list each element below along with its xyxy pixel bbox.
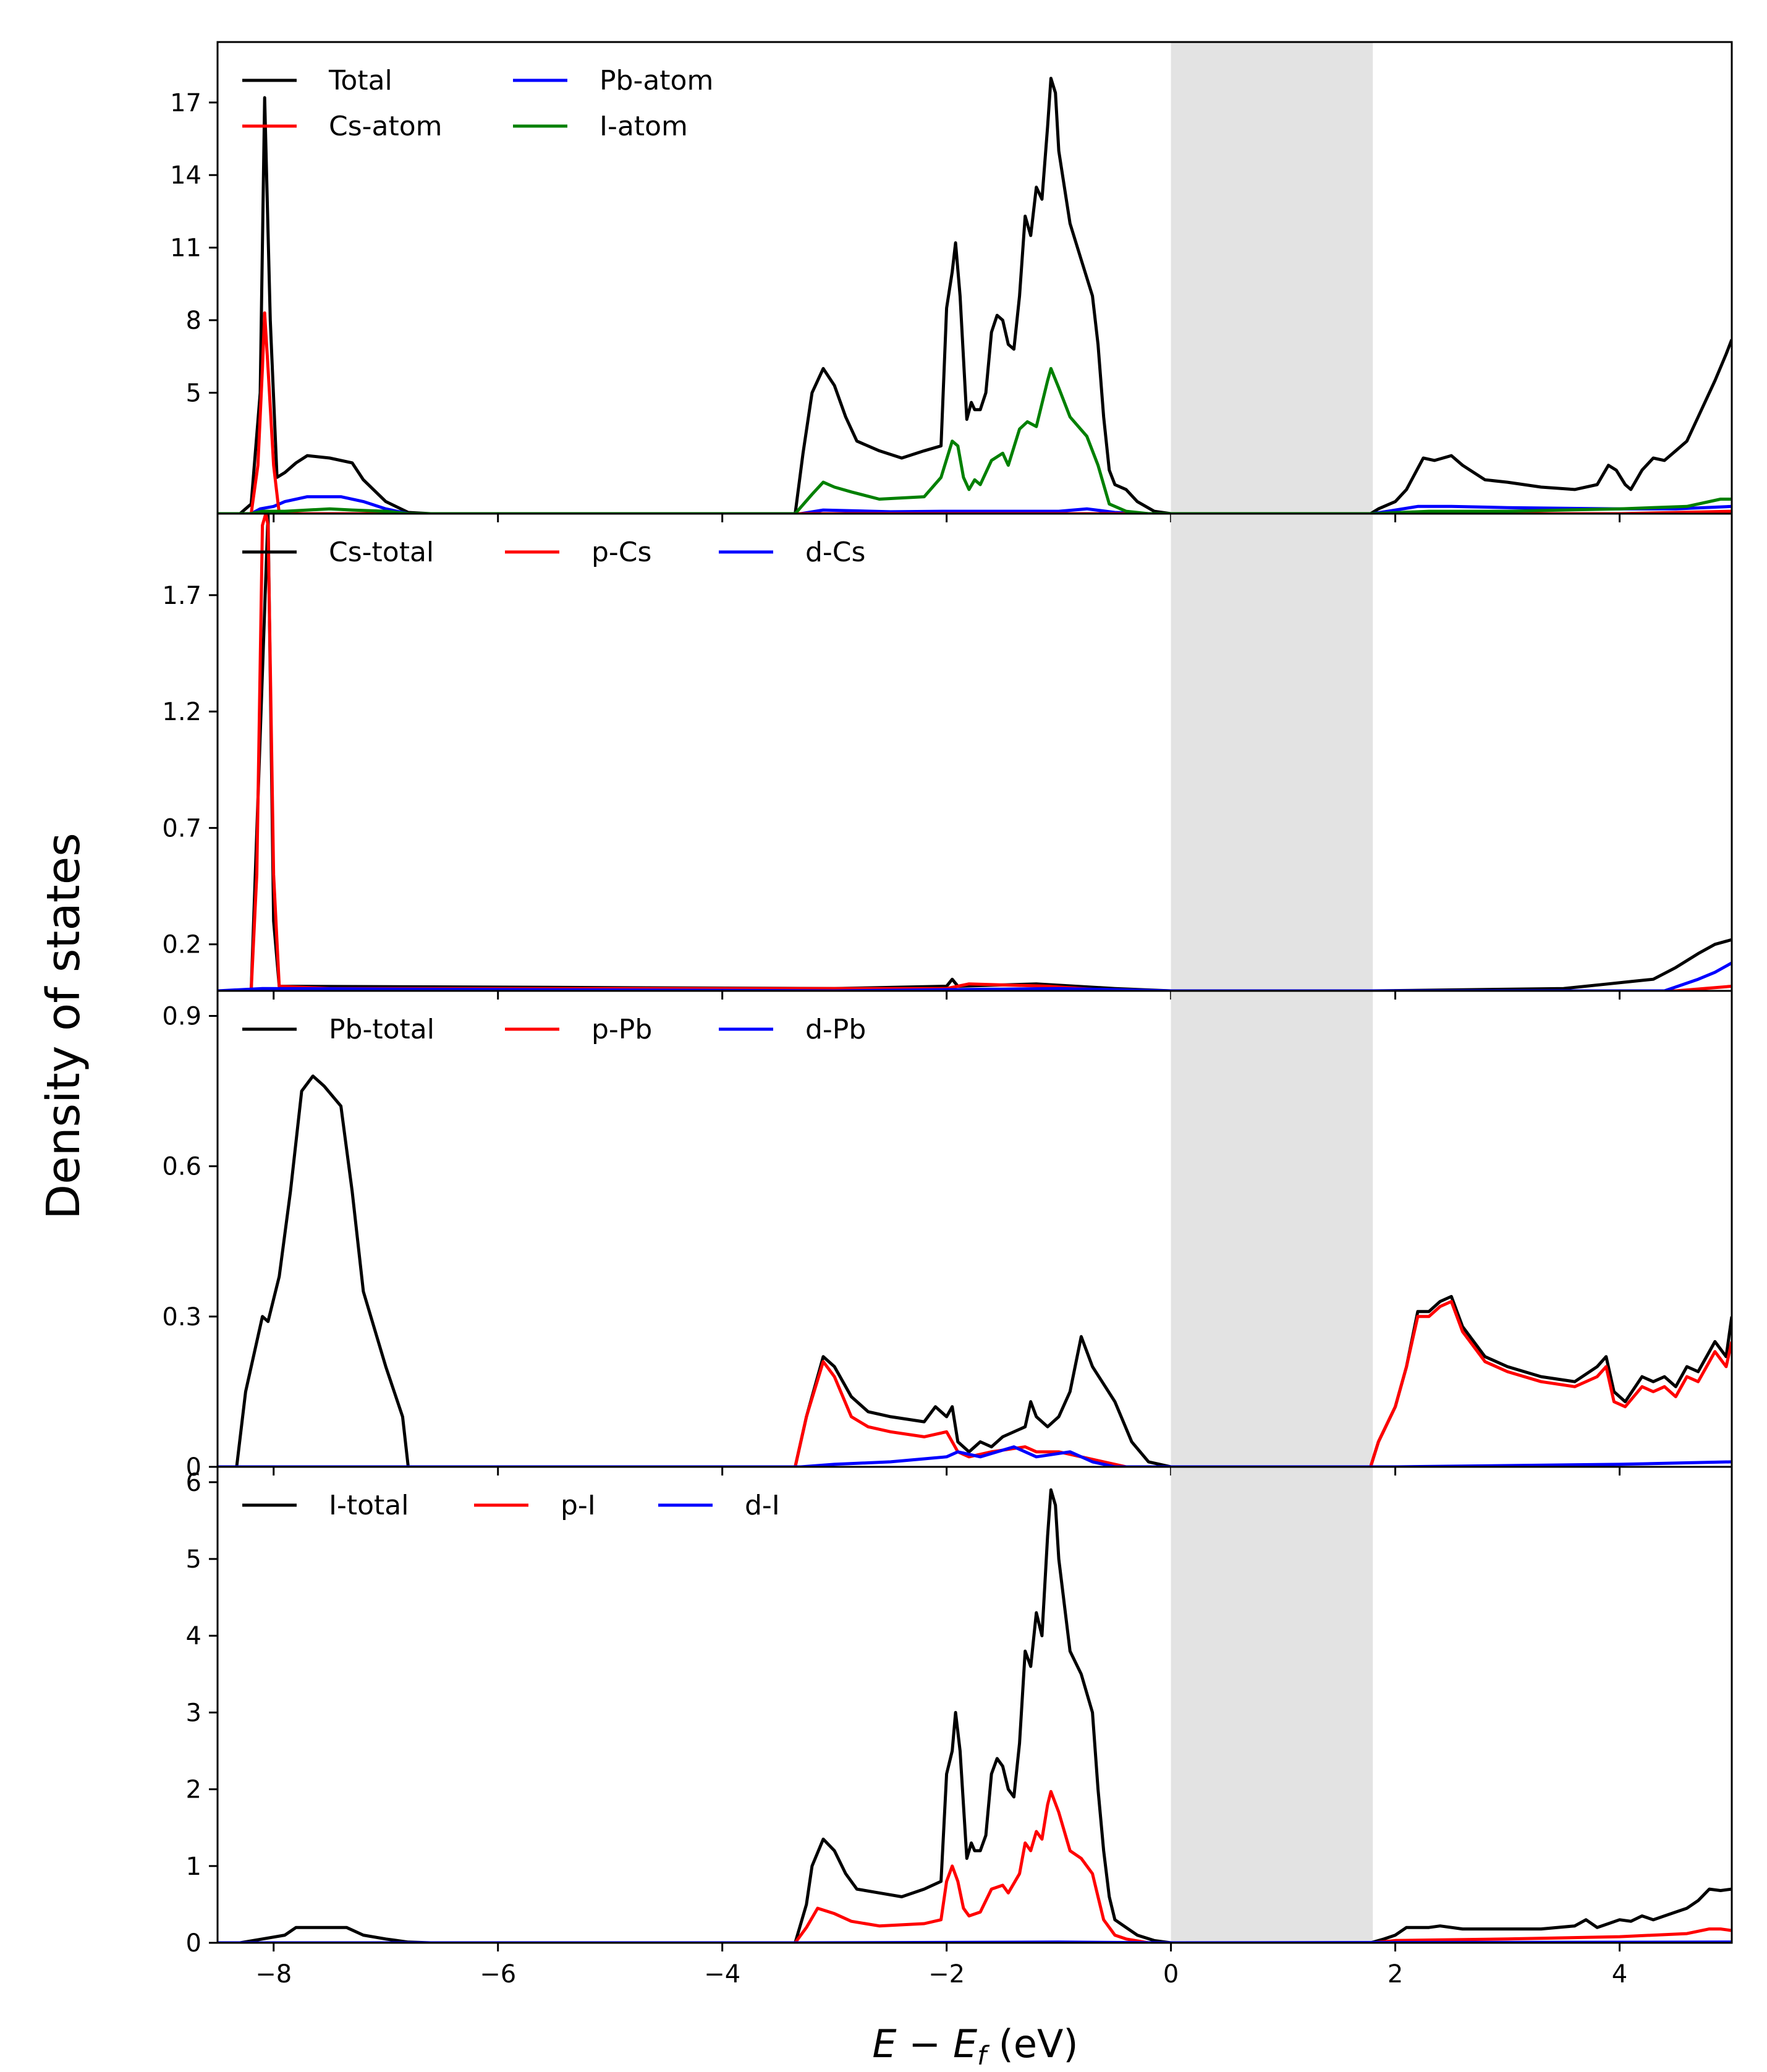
- legend-label: Total: [328, 65, 392, 96]
- panel-pb-dos: 0 0.3 0.6 0.9 Pb-total p-Pb d-Pb: [162, 990, 1733, 1482]
- legend-label: Pb-atom: [600, 65, 713, 96]
- legend-label: I-atom: [600, 111, 688, 142]
- series-line-d-pb: [218, 1445, 1732, 1467]
- y-tick-label: 5: [186, 379, 201, 407]
- legend-label: d-Cs: [805, 537, 865, 568]
- panel-frame: [216, 1466, 1733, 1944]
- panel-frame: [216, 512, 1733, 992]
- series-line-cs-total: [218, 514, 1732, 991]
- band-gap-shade: [1171, 1467, 1373, 1943]
- legend-label: Cs-atom: [329, 111, 443, 142]
- series-line-total: [218, 77, 1732, 514]
- panel-i-dos: 0 1 2 3 4 5 6 −8 −6 −4 −2 0 2 4 I-total p-I d-I: [186, 1466, 1733, 1989]
- y-tick-label: 0: [186, 1453, 201, 1482]
- legend-label: Cs-total: [329, 537, 434, 568]
- y-tick-label: 0.6: [162, 1153, 201, 1181]
- legend-label: p-Pb: [591, 1014, 652, 1045]
- x-tick-label: −4: [704, 1960, 740, 1989]
- y-tick-label: 8: [186, 307, 201, 335]
- series-line-i-atom: [218, 367, 1732, 514]
- y-tick-label: 17: [170, 89, 201, 117]
- x-axis-title-e2: E: [953, 2021, 978, 2066]
- y-tick-label: 4: [186, 1622, 201, 1650]
- y-axis-title: Density of states: [37, 833, 90, 1220]
- y-tick-label: 5: [186, 1545, 201, 1574]
- panel-frame: [216, 990, 1733, 1468]
- y-tick-label: 6: [186, 1469, 201, 1497]
- x-axis-title-unit: (eV): [986, 2021, 1078, 2066]
- series-line-pb-total: [218, 1074, 1732, 1467]
- series-line-d-cs: [218, 961, 1732, 991]
- series-group: [218, 1488, 1732, 1943]
- legend-label: Pb-total: [329, 1014, 434, 1045]
- legend-label: I-total: [329, 1490, 409, 1521]
- x-axis-title-minus: −: [897, 2021, 953, 2066]
- series-group: [218, 77, 1732, 514]
- band-gap-shade: [1171, 42, 1373, 514]
- y-tick-label: 0.2: [162, 931, 201, 959]
- y-tick-label: 0.9: [162, 1003, 201, 1031]
- y-tick-label: 0.3: [162, 1303, 201, 1331]
- panel-total-dos: 5 8 11 14 17 Total Pb-atom Cs-atom I-atom: [170, 41, 1733, 522]
- y-tick-label: 0: [186, 1929, 201, 1958]
- series-line-p-cs: [218, 514, 1732, 991]
- x-tick-label: −6: [480, 1960, 516, 1989]
- band-gap-shade: [1171, 991, 1373, 1467]
- legend-label: d-Pb: [805, 1014, 866, 1045]
- x-tick-label: 2: [1388, 1960, 1403, 1989]
- panel-frame: [216, 41, 1733, 515]
- series-line-cs-atom: [218, 311, 1732, 514]
- y-tick-label: 3: [186, 1699, 201, 1727]
- y-tick-label: 1: [186, 1853, 201, 1881]
- x-tick-label: 4: [1612, 1960, 1627, 1989]
- legend-label: p-Cs: [591, 537, 651, 568]
- series-group: [218, 1074, 1732, 1467]
- y-tick-label: 2: [186, 1776, 201, 1804]
- series-line-pb-atom: [218, 495, 1732, 514]
- series-group: [218, 514, 1732, 991]
- y-tick-label: 1.7: [162, 582, 201, 610]
- series-line-p-i: [218, 1790, 1732, 1943]
- y-tick-label: 1.2: [162, 698, 201, 726]
- x-tick-label: −2: [928, 1960, 965, 1989]
- legend-label: d-I: [745, 1490, 780, 1521]
- x-axis-title-e: E: [872, 2021, 897, 2066]
- y-tick-label: 11: [170, 234, 201, 263]
- series-line-p-pb: [218, 1300, 1732, 1467]
- panel-cs-dos: 0.2 0.7 1.2 1.7 Cs-total p-Cs d-Cs: [162, 512, 1733, 1000]
- series-line-i-total: [218, 1488, 1732, 1943]
- x-tick-label: 0: [1163, 1960, 1179, 1989]
- x-tick-label: −8: [255, 1960, 292, 1989]
- y-tick-label: 14: [170, 161, 201, 190]
- band-gap-shade: [1171, 514, 1373, 991]
- x-axis-title: E − Ef (eV): [872, 2021, 1078, 2071]
- y-tick-label: 0.7: [162, 814, 201, 843]
- legend-label: p-I: [561, 1490, 596, 1521]
